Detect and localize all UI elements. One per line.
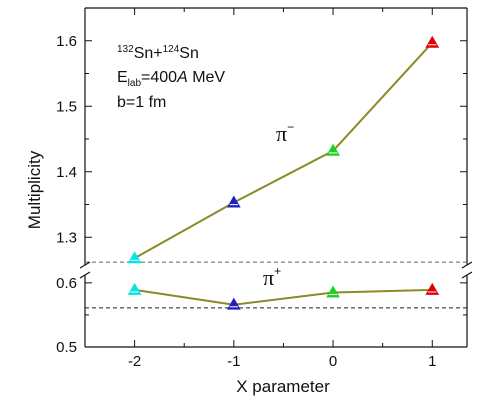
y-tick-labels: 1.3 1.4 1.5 1.6 0.5 0.6 [56, 33, 77, 356]
break-mark-left-1 [79, 261, 91, 269]
upper-y-tick-label: 1.5 [56, 98, 77, 115]
pi-minus-label: π− [276, 120, 294, 146]
x-tick-labels: -2 -1 0 1 [128, 353, 437, 370]
axis-break-marks [79, 261, 473, 279]
plot-frame [84, 7, 468, 348]
reaction-annotation: 132Sn+124Sn [117, 44, 199, 62]
energy-annotation: Elab=400A MeV [117, 69, 225, 89]
break-mark-right-2 [461, 271, 473, 279]
axis-ticks [85, 8, 467, 347]
lower-y-tick-label: 0.6 [56, 275, 77, 292]
break-mark-left-2 [79, 271, 91, 279]
break-mark-right-1 [461, 261, 473, 269]
marker-pi-minus-0 [127, 251, 142, 264]
x-axis-label: X parameter [236, 377, 330, 396]
x-tick-label: -2 [128, 353, 141, 370]
marker-pi-minus-1 [226, 195, 241, 208]
upper-y-tick-label: 1.4 [56, 164, 77, 181]
series-line-pi-minus [134, 42, 434, 260]
impact-annotation: b=1 fm [117, 94, 166, 111]
y-axis-label: Multiplicity [25, 150, 44, 229]
pi-plus-label: π+ [263, 264, 281, 290]
x-tick-label: 1 [428, 353, 436, 370]
upper-y-tick-label: 1.6 [56, 33, 77, 50]
series-lines [134, 42, 434, 306]
reference-lines [85, 261, 467, 309]
x-tick-label: -1 [227, 353, 240, 370]
x-tick-label: 0 [329, 353, 337, 370]
lower-y-tick-label: 0.5 [56, 339, 77, 356]
upper-y-tick-label: 1.3 [56, 229, 77, 246]
marker-pi-minus-3 [425, 35, 440, 48]
series-line-pi-plus [134, 288, 433, 306]
data-markers [127, 35, 440, 310]
marker-pi-plus-0 [127, 282, 142, 295]
